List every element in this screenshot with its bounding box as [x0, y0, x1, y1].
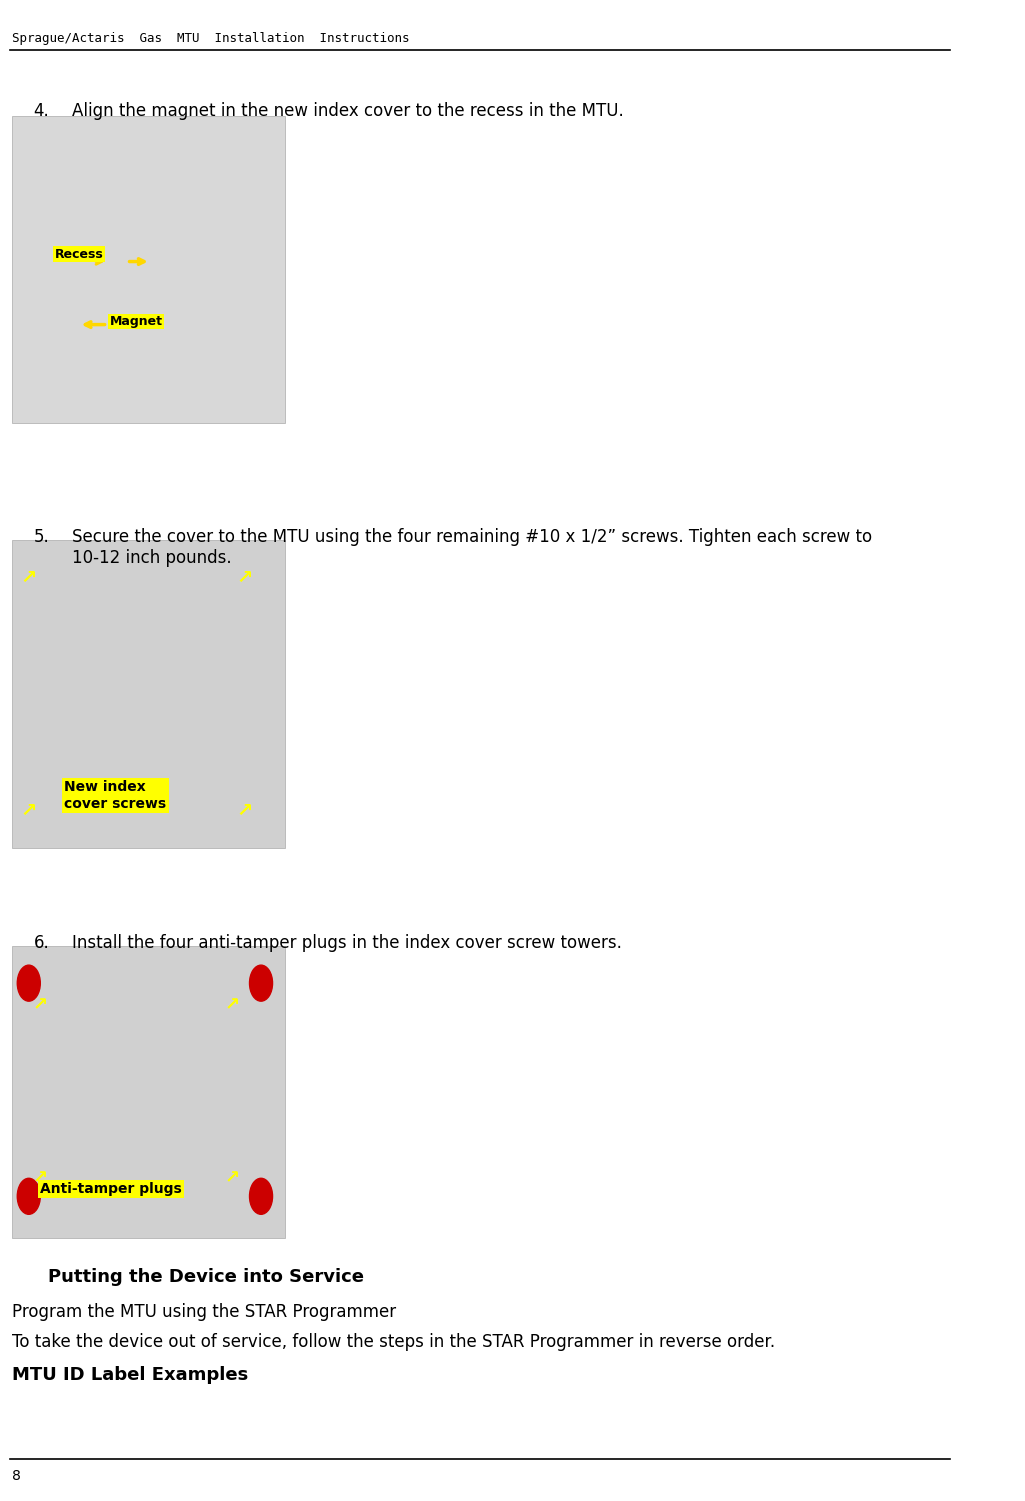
FancyBboxPatch shape — [11, 540, 285, 848]
Text: ↗: ↗ — [237, 569, 253, 587]
Text: 4.: 4. — [34, 102, 49, 120]
Text: Recess: Recess — [54, 248, 104, 261]
Text: New index
cover screws: New index cover screws — [65, 781, 166, 811]
Text: ↗: ↗ — [33, 997, 48, 1015]
Text: Magnet: Magnet — [110, 315, 162, 329]
Text: Align the magnet in the new index cover to the recess in the MTU.: Align the magnet in the new index cover … — [72, 102, 624, 120]
Text: ↗: ↗ — [20, 802, 37, 820]
Text: Anti-tamper plugs: Anti-tamper plugs — [40, 1183, 182, 1196]
Circle shape — [249, 965, 273, 1001]
Text: Sprague/Actaris  Gas  MTU  Installation  Instructions: Sprague/Actaris Gas MTU Installation Ins… — [11, 32, 409, 45]
Text: ↗: ↗ — [20, 569, 37, 587]
Text: Program the MTU using the STAR Programmer: Program the MTU using the STAR Programme… — [11, 1303, 396, 1321]
Text: To take the device out of service, follow the steps in the STAR Programmer in re: To take the device out of service, follo… — [11, 1333, 775, 1351]
Text: 8: 8 — [11, 1469, 20, 1483]
Text: Secure the cover to the MTU using the four remaining #10 x 1/2” screws. Tighten : Secure the cover to the MTU using the fo… — [72, 528, 872, 567]
Text: MTU ID Label Examples: MTU ID Label Examples — [11, 1366, 248, 1384]
FancyBboxPatch shape — [11, 116, 285, 423]
Text: Putting the Device into Service: Putting the Device into Service — [48, 1268, 364, 1286]
Circle shape — [249, 1178, 273, 1214]
Circle shape — [17, 965, 40, 1001]
Text: 5.: 5. — [34, 528, 49, 546]
Text: ↗: ↗ — [224, 997, 240, 1015]
Text: 6.: 6. — [34, 934, 49, 952]
Text: ↗: ↗ — [33, 1169, 48, 1187]
Circle shape — [17, 1178, 40, 1214]
FancyBboxPatch shape — [11, 946, 285, 1238]
Text: ↗: ↗ — [237, 802, 253, 820]
Text: Install the four anti-tamper plugs in the index cover screw towers.: Install the four anti-tamper plugs in th… — [72, 934, 622, 952]
Text: ↗: ↗ — [224, 1169, 240, 1187]
